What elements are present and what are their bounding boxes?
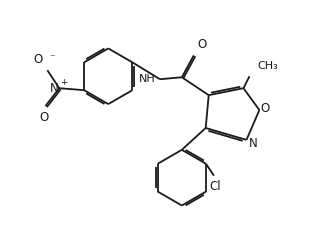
Text: O: O — [261, 102, 270, 114]
Text: N: N — [49, 82, 58, 95]
Text: Cl: Cl — [209, 180, 221, 193]
Text: O: O — [198, 38, 207, 51]
Text: N: N — [249, 137, 258, 150]
Text: +: + — [60, 78, 68, 87]
Text: NH: NH — [139, 74, 156, 84]
Text: CH₃: CH₃ — [257, 61, 278, 71]
Text: ⁻: ⁻ — [49, 53, 55, 63]
Text: O: O — [33, 53, 42, 66]
Text: O: O — [40, 111, 49, 124]
